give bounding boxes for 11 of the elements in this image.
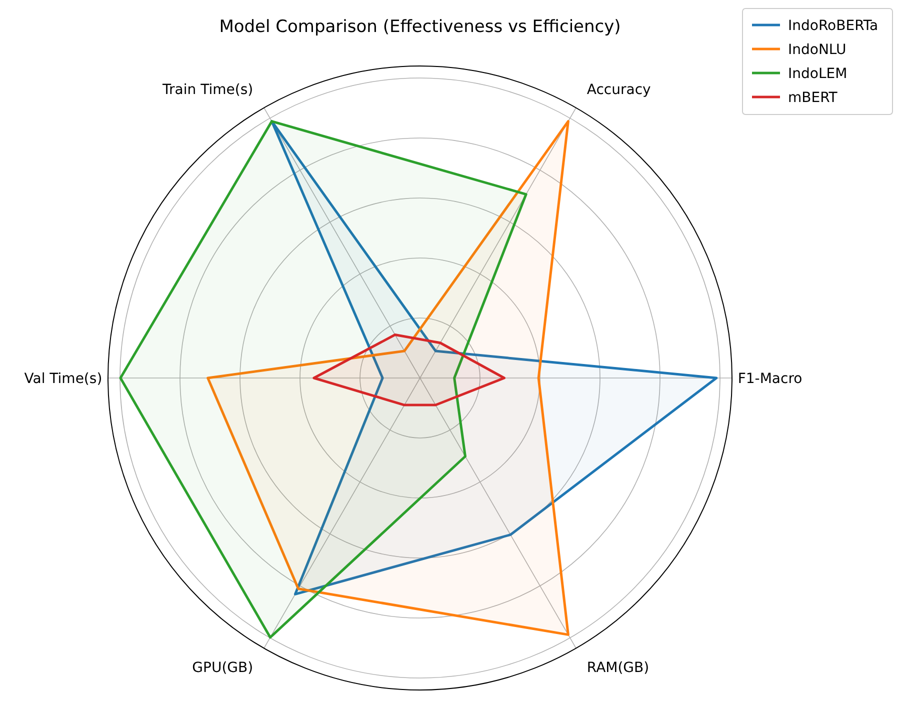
legend-label: mBERT <box>788 90 838 106</box>
legend-label: IndoLEM <box>788 66 848 82</box>
legend-label: IndoNLU <box>788 42 846 58</box>
spoke-label: F1-Macro <box>738 371 802 387</box>
spoke-label: Train Time(s) <box>162 82 254 98</box>
spoke-label: Accuracy <box>586 82 651 98</box>
text: Model Comparison (Effectiveness vs Efficiency) <box>219 17 621 37</box>
spoke-label: Val Time(s) <box>24 371 102 387</box>
spoke-label: RAM(GB) <box>586 660 650 676</box>
spoke-label: GPU(GB) <box>192 660 254 676</box>
legend-label: IndoRoBERTa <box>788 18 878 34</box>
